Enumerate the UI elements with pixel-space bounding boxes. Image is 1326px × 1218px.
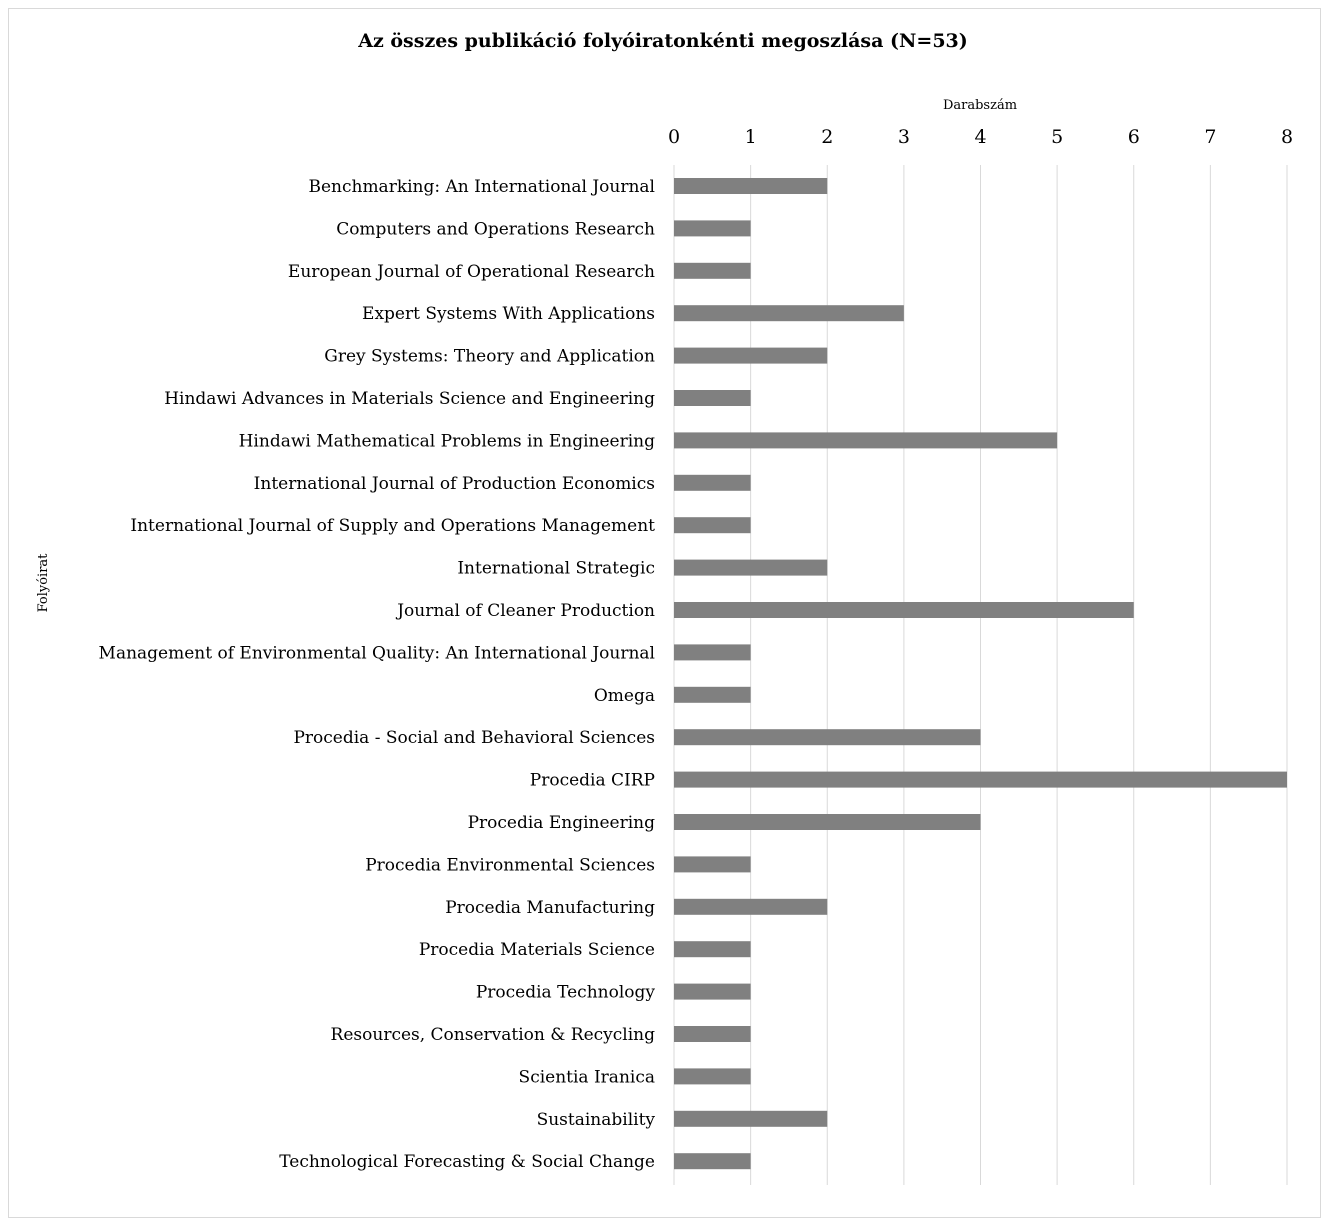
category-label: Computers and Operations Research (336, 219, 655, 239)
x-tick-label: 1 (745, 126, 757, 148)
category-label: International Journal of Supply and Oper… (130, 516, 655, 536)
bar (674, 898, 828, 915)
category-label: Omega (594, 686, 655, 706)
bar (674, 347, 828, 364)
gridlines (673, 165, 1288, 1185)
category-label: Procedia Environmental Sciences (365, 855, 655, 875)
x-tick-label: 8 (1281, 126, 1293, 148)
category-label: Resources, Conservation & Recycling (331, 1025, 656, 1045)
x-tick-label: 2 (821, 126, 833, 148)
bar (674, 220, 751, 237)
bar (674, 814, 981, 830)
category-label: Procedia - Social and Behavioral Science… (293, 728, 655, 748)
category-label: Scientia Iranica (519, 1067, 655, 1087)
category-label: International Journal of Production Econ… (254, 474, 655, 494)
bar (674, 856, 751, 873)
chart-title: Az összes publikáció folyóiratonkénti me… (358, 30, 968, 52)
category-label: Grey Systems: Theory and Application (324, 347, 655, 367)
category-label: Technological Forecasting & Social Chang… (279, 1152, 655, 1172)
x-tick-label: 6 (1128, 126, 1140, 148)
bar (674, 1026, 751, 1042)
category-label: Sustainability (537, 1110, 656, 1130)
y-axis-title: Folyóirat (36, 553, 51, 613)
bar (674, 390, 751, 406)
category-label: Procedia CIRP (530, 771, 655, 791)
category-label: Procedia Materials Science (419, 940, 655, 960)
bar (674, 771, 1287, 788)
x-tick-label: 5 (1051, 126, 1063, 148)
bar (674, 432, 1058, 449)
bar (674, 474, 751, 491)
bar (674, 941, 751, 958)
category-label: International Strategic (457, 559, 655, 579)
bar (674, 517, 751, 534)
bar (674, 559, 828, 576)
category-label: Procedia Manufacturing (445, 898, 655, 918)
x-axis-title: Darabszám (943, 98, 1017, 113)
category-label: Expert Systems With Applications (362, 304, 655, 324)
category-label: Procedia Technology (476, 983, 656, 1003)
category-labels: Benchmarking: An International Journal Co… (99, 177, 656, 1172)
x-tick-label: 7 (1204, 126, 1216, 148)
bar (674, 983, 751, 1000)
category-label: European Journal of Operational Research (288, 262, 655, 282)
bar (674, 602, 1134, 618)
bar (674, 729, 981, 746)
bar (674, 644, 751, 661)
category-label: Journal of Cleaner Production (395, 601, 655, 621)
bar (674, 686, 751, 703)
x-tick-label: 0 (668, 126, 680, 148)
bars (674, 178, 1287, 1170)
category-label: Management of Environmental Quality: An … (99, 643, 655, 663)
bar (674, 1068, 751, 1085)
category-label: Hindawi Advances in Materials Science an… (164, 389, 655, 409)
bar (674, 1153, 751, 1170)
category-label: Hindawi Mathematical Problems in Enginee… (239, 431, 656, 451)
category-label: Benchmarking: An International Journal (308, 177, 655, 197)
bar (674, 305, 904, 322)
x-axis-ticks: 0 1 2 3 4 5 6 7 8 (668, 126, 1293, 148)
bar (674, 262, 751, 279)
x-tick-label: 4 (974, 126, 986, 148)
x-tick-label: 3 (898, 126, 910, 148)
bar (674, 178, 828, 194)
category-label: Procedia Engineering (468, 813, 655, 833)
bar (674, 1110, 828, 1127)
